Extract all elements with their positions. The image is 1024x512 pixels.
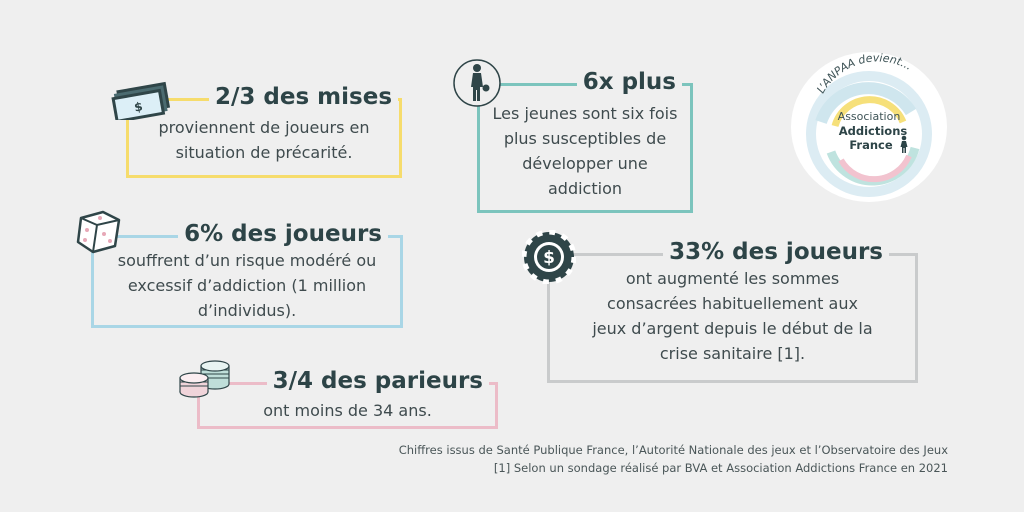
- svg-text:$: $: [543, 248, 555, 268]
- stat-title: 3/4 des parieurs: [266, 366, 489, 396]
- stat-card-joueurs: 6% des joueurs souffrent d’un risque mod…: [91, 219, 403, 328]
- stat-card-crise: 33% des joueurs ont augmenté les sommes …: [547, 237, 918, 383]
- stat-title: 2/3 des mises: [209, 82, 399, 112]
- casino-chip-icon: $: [522, 230, 576, 284]
- young-person-ball-icon: [453, 59, 501, 107]
- dice-icon: [76, 210, 121, 254]
- stat-card-mises: 2/3 des mises proviennent de joueurs en …: [126, 82, 402, 178]
- walking-person-icon: [900, 135, 908, 153]
- footer-note: [1] Selon un sondage réalisé par BVA et …: [493, 461, 948, 475]
- logo-line-1: Association: [838, 110, 901, 123]
- association-addictions-france-logo: L’ANPAA devient... Association Addiction…: [791, 51, 947, 202]
- stat-description: proviennent de joueurs en situation de p…: [158, 118, 370, 162]
- money-icon: $: [111, 81, 171, 120]
- stat-description: souffrent d’un risque modéré ou excessif…: [117, 251, 377, 320]
- stat-title: 33% des joueurs: [663, 237, 889, 267]
- svg-text:$: $: [133, 99, 144, 114]
- chip-stacks-icon: [179, 360, 230, 398]
- stat-title: 6x plus: [576, 67, 682, 97]
- stat-title: 6% des joueurs: [178, 219, 388, 249]
- stat-description: ont moins de 34 ans.: [263, 401, 432, 420]
- stat-description: Les jeunes sont six fois plus susceptibl…: [492, 104, 678, 198]
- logo-line-3: France: [849, 138, 893, 152]
- logo-swirl-icon: L’ANPAA devient... Association Addiction…: [806, 51, 932, 197]
- footer-sources: Chiffres issus de Santé Publique France,…: [398, 443, 948, 457]
- logo-line-2: Addictions: [839, 124, 908, 138]
- stat-card-parieurs: 3/4 des parieurs ont moins de 34 ans.: [197, 366, 498, 429]
- stat-card-jeunes: 6x plus Les jeunes sont six fois plus su…: [477, 67, 693, 213]
- stat-description: ont augmenté les sommes consacrées habit…: [592, 269, 873, 363]
